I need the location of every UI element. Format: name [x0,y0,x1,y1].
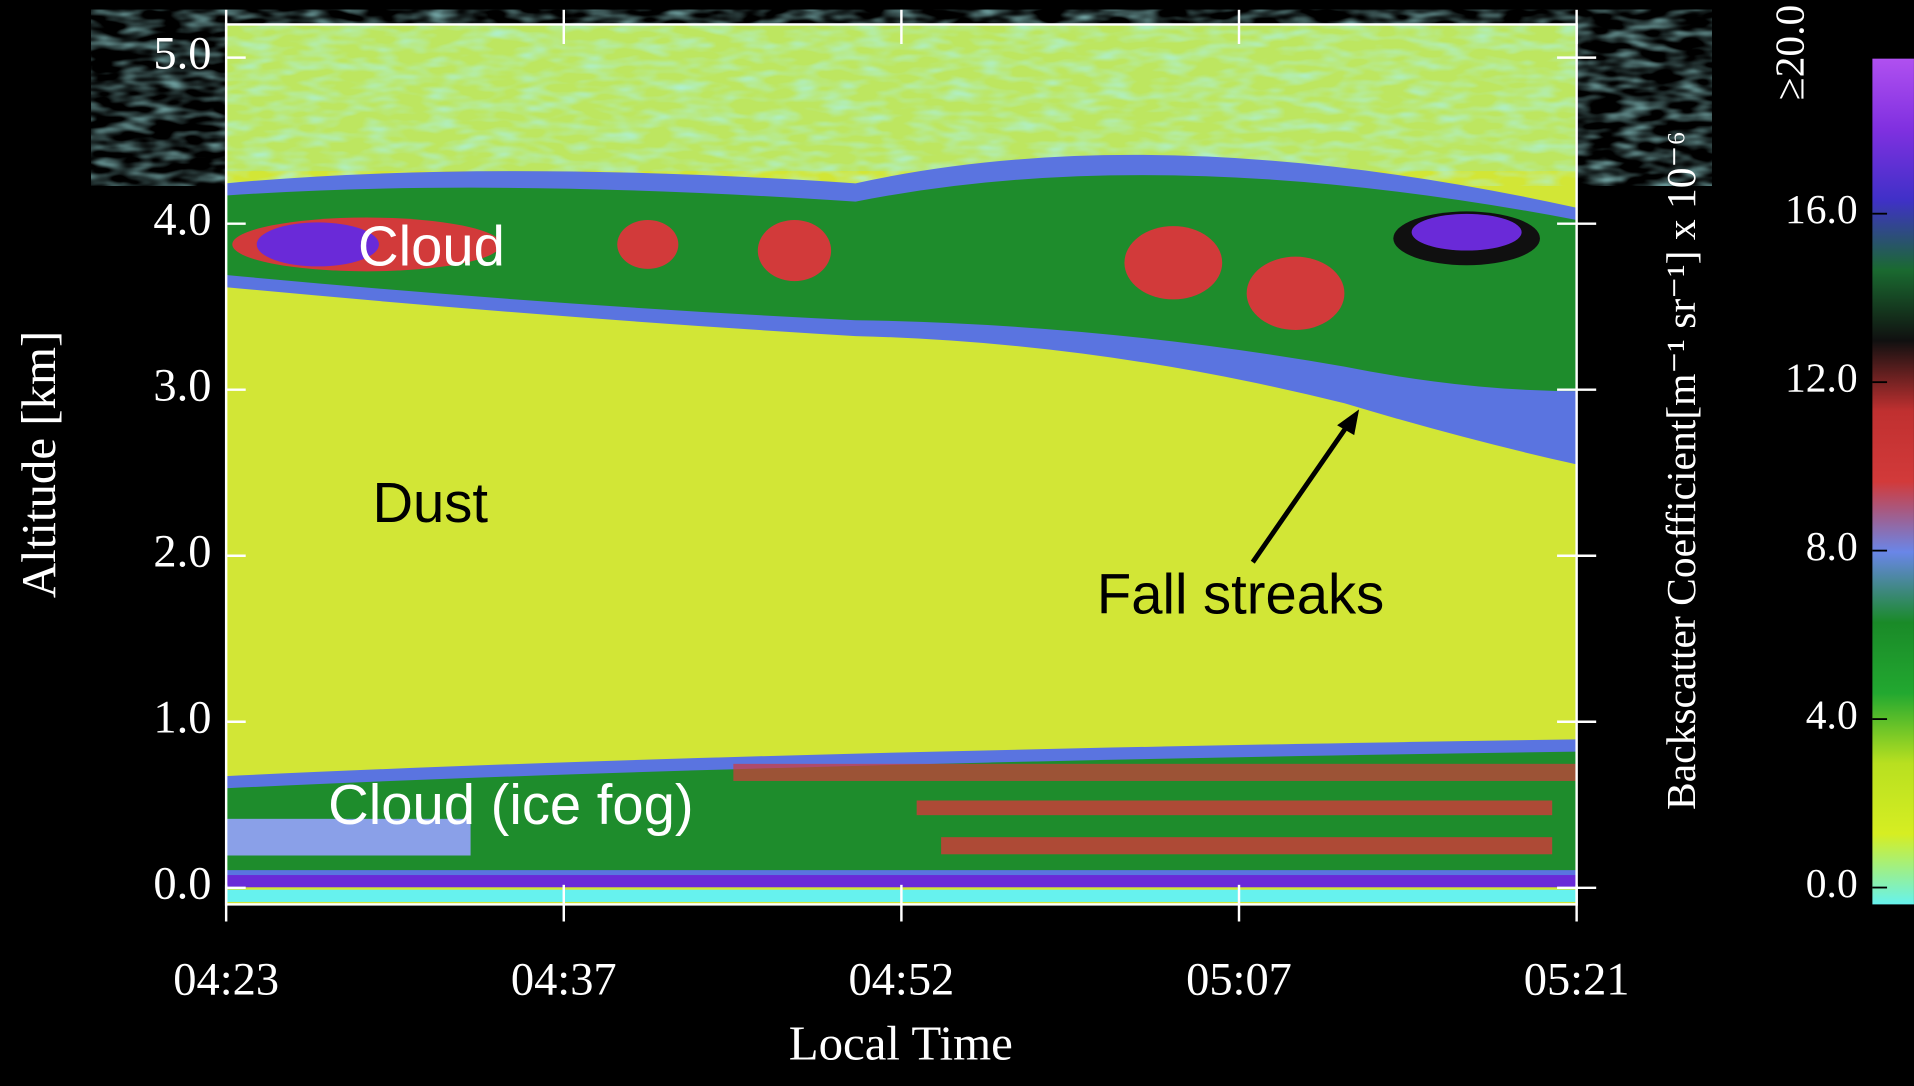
annotation: Dust [372,471,488,534]
x-axis-label: Local Time [789,1016,1013,1071]
y-axis-label: Altitude [km] [11,331,66,598]
x-tick-label: 04:37 [511,954,617,1005]
x-tick-label: 04:52 [849,954,955,1005]
x-tick-label: 04:23 [173,954,279,1005]
annotation: Fall streaks [1097,563,1384,626]
x-tick-label: 05:21 [1524,954,1630,1005]
y-tick-label: 5.0 [153,28,211,79]
y-tick-label: 3.0 [153,360,211,411]
colorbar-tick-label: 12.0 [1785,355,1858,401]
y-tick-label: 0.0 [153,858,211,909]
annotation: Cloud (ice fog) [328,773,693,836]
colorbar-tick-label: 8.0 [1806,523,1858,569]
annotation: Cloud [358,214,505,277]
y-tick-label: 4.0 [153,194,211,245]
x-tick-label: 05:07 [1186,954,1292,1005]
colorbar-tick-label: 16.0 [1785,186,1858,232]
y-tick-label: 1.0 [153,692,211,743]
colorbar [1872,59,1914,905]
chart: Cloud Dust Fall streaks Cloud (ice fog) … [0,0,1914,1086]
y-tick-label: 2.0 [153,526,211,577]
page: Cloud Dust Fall streaks Cloud (ice fog) … [0,0,1914,1086]
colorbar-label: Backscatter Coefficient[m⁻¹ sr⁻¹] x 10⁻⁶ [1658,131,1704,810]
colorbar-tick-label: ≥20.0 [1767,5,1813,101]
colorbar-tick-label: 0.0 [1806,860,1858,906]
colorbar-tick-label: 4.0 [1806,692,1858,738]
